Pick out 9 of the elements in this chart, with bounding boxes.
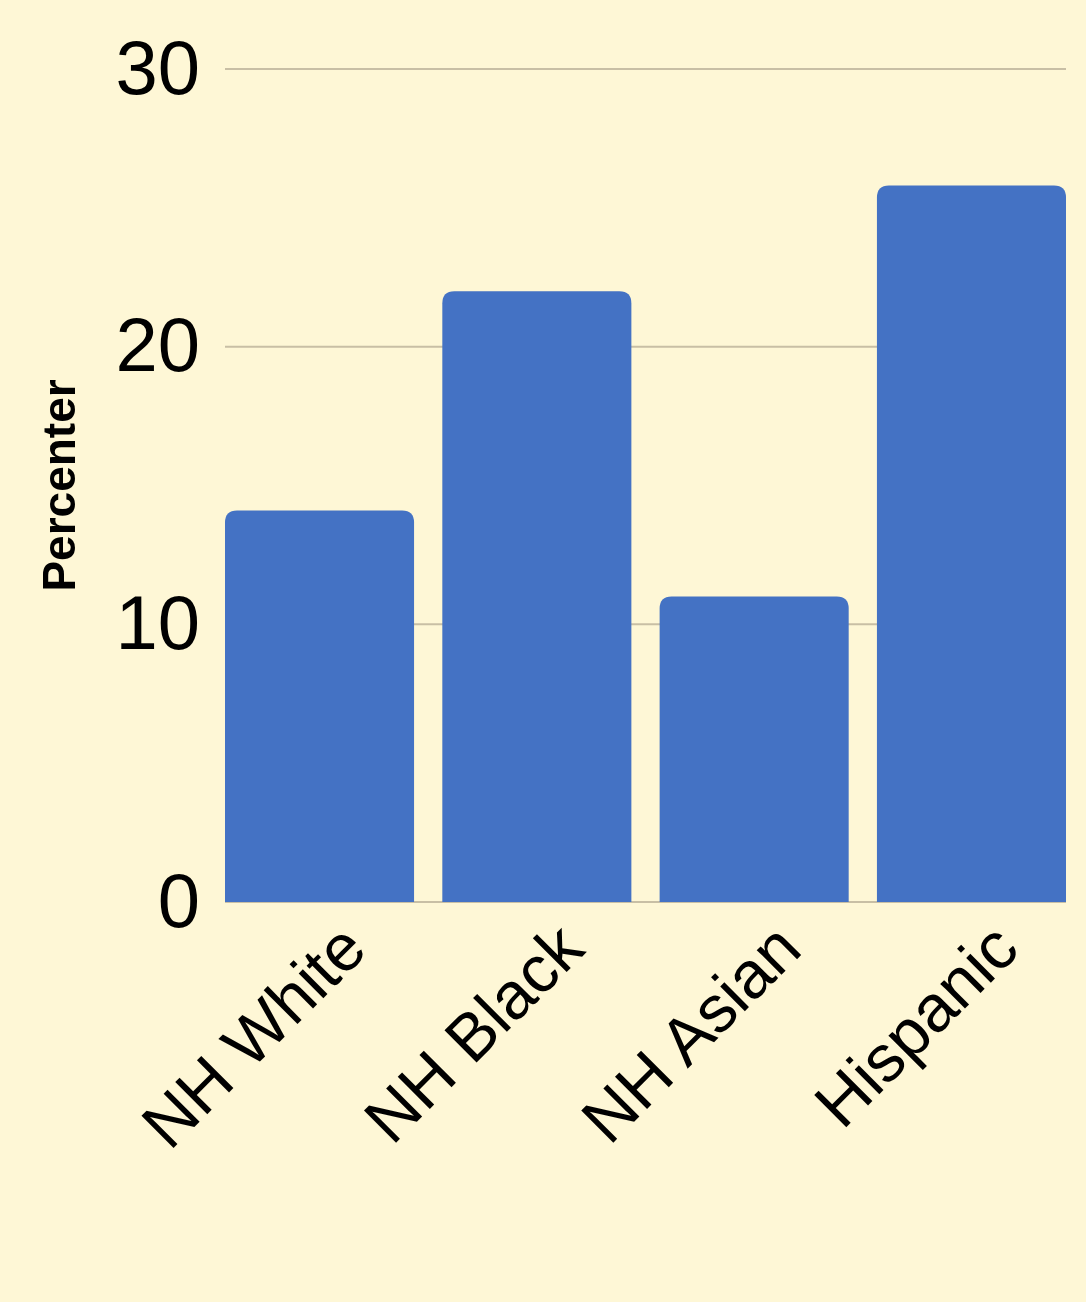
y-axis-title: Percenter [33, 379, 85, 592]
y-tick-label: 0 [157, 857, 200, 943]
bar [442, 291, 632, 902]
bar [225, 510, 415, 902]
bar [659, 596, 849, 902]
y-tick-label: 30 [115, 24, 200, 110]
y-tick-label: 20 [115, 302, 200, 388]
y-tick-label: 10 [115, 580, 200, 666]
bar [876, 185, 1066, 902]
